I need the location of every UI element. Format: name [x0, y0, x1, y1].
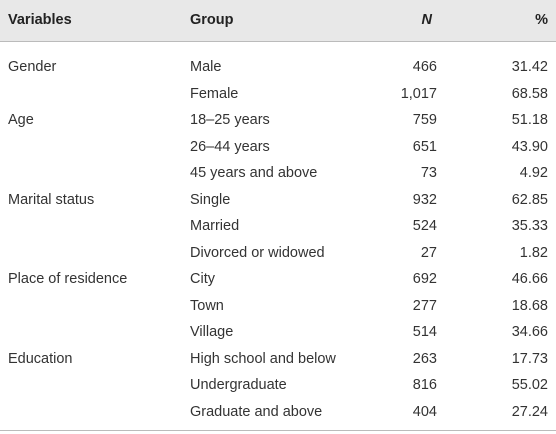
- percent-cell: 35.33: [511, 218, 548, 234]
- group-cell: 26–44 years: [190, 138, 270, 155]
- group-cell: Village: [190, 324, 234, 340]
- variable-cell: Age: [8, 112, 34, 128]
- group-cell: High school and below: [190, 350, 336, 367]
- n-cell: 524: [412, 218, 437, 234]
- variable-cell: Marital status: [8, 191, 95, 208]
- percent-cell: 1.82: [519, 244, 548, 261]
- group-cell: Female: [190, 85, 239, 102]
- percent-cell: 18.68: [511, 297, 548, 314]
- n-cell: 277: [412, 297, 437, 314]
- n-cell: 759: [412, 112, 437, 128]
- percent-cell: 62.85: [511, 191, 548, 208]
- variable-cell: Place of residence: [8, 271, 128, 287]
- header-cell: %: [535, 12, 548, 28]
- n-cell: 404: [412, 403, 437, 420]
- group-cell: Married: [190, 218, 240, 234]
- group-cell: Undergraduate: [190, 377, 287, 393]
- n-cell: 466: [412, 59, 437, 75]
- group-cell: Divorced or widowed: [190, 244, 325, 261]
- percent-cell: 43.90: [511, 138, 548, 155]
- percent-cell: 51.18: [511, 112, 548, 128]
- n-cell: 1,017: [400, 85, 437, 102]
- header-cell: N: [421, 12, 432, 28]
- group-cell: Town: [190, 297, 224, 314]
- variable-cell: Gender: [8, 59, 57, 75]
- header-cell: Variables: [8, 12, 72, 28]
- group-cell: City: [190, 271, 215, 287]
- bottom-rule: [0, 430, 556, 431]
- group-cell: 45 years and above: [190, 165, 318, 181]
- percent-cell: 46.66: [511, 271, 548, 287]
- n-cell: 692: [412, 271, 437, 287]
- variable-cell: Education: [8, 350, 73, 367]
- percent-cell: 68.58: [511, 85, 548, 102]
- group-cell: Male: [190, 59, 222, 75]
- group-cell: Graduate and above: [190, 403, 323, 420]
- percent-cell: 4.92: [519, 165, 548, 181]
- header-row: [0, 0, 556, 42]
- percent-cell: 27.24: [511, 403, 548, 420]
- header-cell: Group: [190, 12, 234, 28]
- n-cell: 651: [412, 138, 437, 155]
- n-cell: 263: [412, 350, 437, 367]
- percent-cell: 55.02: [511, 377, 548, 393]
- group-cell: Single: [190, 191, 231, 208]
- percent-cell: 34.66: [511, 324, 548, 340]
- n-cell: 514: [412, 324, 437, 340]
- percent-cell: 17.73: [511, 350, 548, 367]
- n-cell: 73: [420, 165, 437, 181]
- n-cell: 27: [420, 244, 437, 261]
- percent-cell: 31.42: [511, 59, 548, 75]
- n-cell: 932: [412, 191, 437, 208]
- group-cell: 18–25 years: [190, 112, 270, 128]
- n-cell: 816: [412, 377, 437, 393]
